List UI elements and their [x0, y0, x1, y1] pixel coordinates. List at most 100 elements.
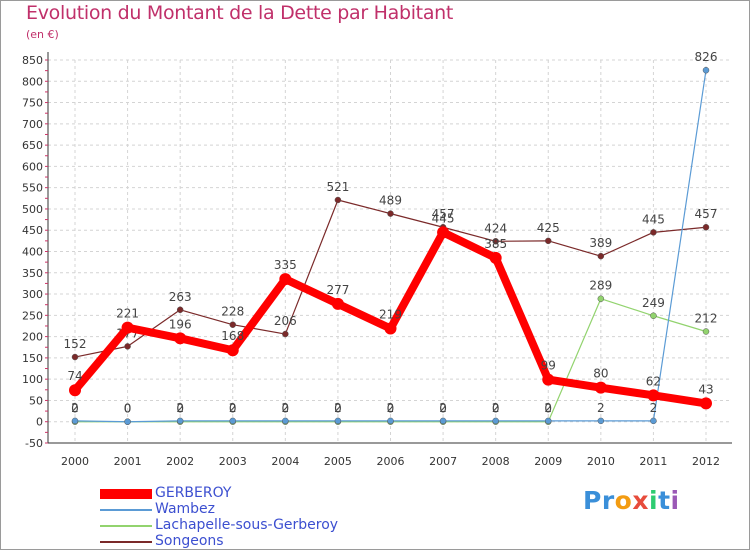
y-tick-label: 550	[22, 182, 43, 195]
legend-swatch-lachapelle	[100, 525, 152, 527]
data-point-songeons	[282, 330, 289, 338]
logo-letter: i	[670, 486, 680, 515]
x-tick-label: 2005	[324, 455, 352, 468]
data-point-wambez	[229, 417, 236, 425]
legend-swatch-wambez	[100, 509, 152, 511]
data-point-wambez	[282, 417, 289, 425]
data-label-gerberoy: 43	[698, 382, 713, 396]
data-point-songeons	[650, 229, 657, 236]
data-point-wambez	[71, 417, 79, 425]
data-label-gerberoy: 335	[274, 258, 297, 272]
data-point-gerberoy	[437, 226, 450, 239]
data-label-wambez: 2	[439, 401, 447, 415]
data-point-gerberoy	[279, 273, 292, 286]
data-point-wambez	[124, 418, 131, 425]
data-point-wambez	[492, 417, 499, 425]
data-label-gerberoy: 74	[67, 369, 82, 383]
data-label-songeons: 206	[274, 314, 297, 328]
data-point-songeons	[492, 238, 499, 245]
data-point-songeons	[545, 237, 552, 245]
data-point-wambez	[387, 417, 394, 425]
data-label-wambez: 2	[544, 401, 552, 415]
data-label-wambez: 826	[695, 50, 718, 64]
legend-swatch-gerberoy	[100, 489, 152, 499]
data-point-songeons	[71, 353, 79, 361]
legend-label-lachapelle: Lachapelle-sous-Gerberoy	[155, 517, 339, 533]
x-tick-label: 2012	[692, 455, 720, 468]
data-point-wambez	[334, 417, 342, 425]
data-label-lachapelle-sous-gerberoy: 289	[589, 279, 612, 293]
data-point-wambez	[439, 417, 447, 425]
data-label-songeons: 457	[695, 207, 718, 221]
y-tick-label: 800	[22, 75, 43, 88]
data-label-wambez: 2	[492, 401, 500, 415]
data-label-songeons: 457	[432, 207, 455, 221]
data-point-lachapelle-sous-gerberoy	[702, 328, 710, 335]
legend-label-gerberoy: GERBEROY	[155, 485, 232, 501]
y-tick-label: 850	[22, 54, 43, 67]
data-point-wambez	[176, 417, 184, 425]
data-point-gerberoy	[700, 397, 712, 410]
data-label-wambez: 2	[387, 401, 395, 415]
y-tick-label: 250	[22, 309, 43, 322]
data-point-songeons	[597, 252, 605, 260]
data-label-songeons: 424	[484, 221, 507, 235]
y-tick-label: 350	[22, 267, 43, 280]
y-tick-label: 300	[22, 288, 43, 301]
data-label-lachapelle-sous-gerberoy: 249	[642, 296, 665, 310]
y-tick-label: -50	[25, 437, 43, 450]
data-label-lachapelle-sous-gerberoy: 212	[695, 312, 718, 326]
data-point-songeons	[229, 321, 236, 328]
data-point-lachapelle-sous-gerberoy	[650, 312, 657, 320]
data-label-wambez: 2	[597, 401, 605, 415]
data-label-wambez: 0	[124, 402, 132, 416]
data-label-lachapelle-sous-gerberoy: 0	[334, 402, 342, 416]
data-point-songeons	[387, 210, 394, 217]
x-tick-label: 2008	[482, 455, 510, 468]
y-tick-label: 750	[22, 97, 43, 110]
chart-subtitle: (en €)	[26, 28, 59, 41]
data-label-gerberoy: 219	[379, 308, 402, 322]
data-point-gerberoy	[489, 251, 502, 264]
data-label-wambez: 2	[334, 401, 342, 415]
data-label-gerberoy: 168	[221, 329, 244, 343]
x-tick-label: 2009	[534, 455, 562, 468]
data-label-songeons: 228	[221, 305, 244, 319]
data-label-songeons: 445	[642, 212, 665, 226]
data-label-wambez: 2	[176, 401, 184, 415]
y-tick-label: 150	[22, 352, 43, 365]
data-label-lachapelle-sous-gerberoy: 0	[492, 402, 500, 416]
y-tick-label: 450	[22, 224, 43, 237]
data-label-gerberoy: 196	[169, 317, 192, 331]
data-label-songeons: 389	[589, 236, 612, 250]
y-tick-label: 400	[22, 246, 43, 259]
legend-label-wambez: Wambez	[155, 501, 216, 517]
y-tick-label: 200	[22, 331, 43, 344]
x-tick-label: 2002	[166, 455, 194, 468]
data-point-wambez	[650, 417, 657, 425]
data-label-wambez: 2	[650, 401, 658, 415]
data-label-wambez: 2	[229, 401, 237, 415]
legend-swatch-songeons	[100, 541, 152, 543]
data-label-songeons: 489	[379, 194, 402, 208]
data-label-lachapelle-sous-gerberoy: 0	[124, 402, 132, 416]
y-tick-label: 500	[22, 203, 43, 216]
data-point-gerberoy	[331, 297, 344, 310]
data-point-wambez	[597, 417, 605, 425]
data-label-lachapelle-sous-gerberoy: 0	[229, 402, 237, 416]
x-tick-label: 2000	[61, 455, 89, 468]
data-point-gerberoy	[69, 384, 81, 397]
data-label-lachapelle-sous-gerberoy: 0	[387, 402, 395, 416]
data-label-lachapelle-sous-gerberoy: 0	[176, 402, 184, 416]
data-label-wambez: 2	[282, 401, 290, 415]
x-tick-label: 2003	[219, 455, 247, 468]
data-label-gerberoy: 385	[484, 237, 507, 251]
data-label-songeons: 263	[169, 290, 192, 304]
data-label-gerberoy: 445	[432, 211, 455, 225]
data-point-gerberoy	[226, 344, 239, 357]
x-tick-label: 2010	[587, 455, 615, 468]
data-point-gerberoy	[542, 373, 555, 386]
data-point-songeons	[124, 343, 131, 350]
data-label-lachapelle-sous-gerberoy: 0	[439, 402, 447, 416]
